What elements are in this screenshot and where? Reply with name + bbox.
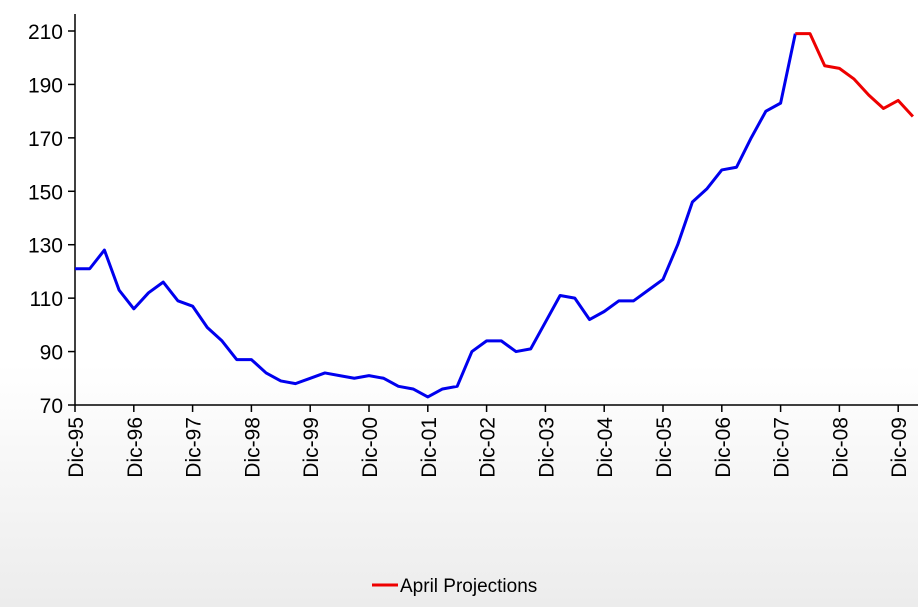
y-tick-label: 70: [40, 395, 63, 418]
y-tick-label: 130: [28, 235, 63, 258]
x-tick-label: Dic-03: [535, 417, 558, 478]
y-tick-label: 210: [28, 21, 63, 44]
x-tick-label: Dic-02: [477, 417, 500, 478]
x-tick-label: Dic-08: [829, 417, 852, 478]
x-tick-label: Dic-01: [418, 417, 441, 478]
x-tick-label: Dic-05: [653, 417, 676, 478]
y-tick-label: 190: [28, 74, 63, 97]
x-tick-label: Dic-06: [712, 417, 735, 478]
y-tick-label: 170: [28, 128, 63, 151]
x-tick-label: Dic-00: [359, 417, 382, 478]
series-line: [795, 32, 915, 118]
x-tick-label: Dic-09: [888, 417, 911, 478]
x-tick-label: Dic-98: [241, 417, 264, 478]
x-tick-label: Dic-04: [594, 417, 617, 478]
y-tick-label: 90: [40, 342, 63, 365]
x-tick-label: Dic-95: [65, 417, 88, 478]
x-tick-label: Dic-07: [771, 417, 794, 478]
x-tick-label: Dic-96: [124, 417, 147, 478]
legend-label: April Projections: [400, 576, 537, 597]
x-tick-label: Dic-97: [183, 417, 206, 478]
y-tick-label: 150: [28, 181, 63, 204]
series-line: [75, 33, 797, 399]
y-tick-label: 110: [30, 288, 63, 311]
x-tick-label: Dic-99: [300, 417, 323, 478]
